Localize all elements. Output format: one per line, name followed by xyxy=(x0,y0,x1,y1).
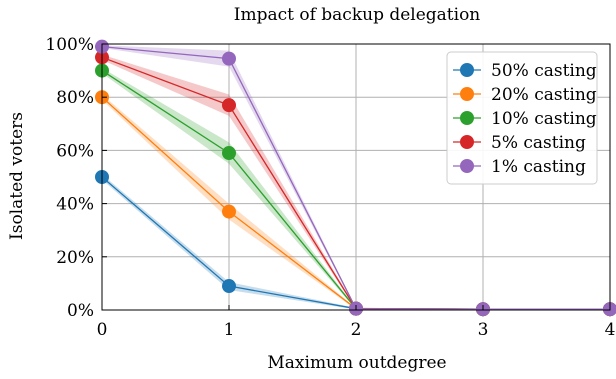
y-tick-label: 100% xyxy=(45,35,94,55)
legend-label: 50% casting xyxy=(491,61,597,81)
y-tick-label: 40% xyxy=(56,195,94,215)
x-tick-label: 0 xyxy=(97,320,108,340)
legend-label: 10% casting xyxy=(491,109,597,129)
y-axis-ticks: 0% 20% 40% 60% 80% 100% xyxy=(45,35,107,321)
data-point xyxy=(222,146,236,161)
legend-label: 5% casting xyxy=(491,133,586,153)
legend-marker xyxy=(460,135,474,149)
legend-marker xyxy=(460,111,474,125)
x-tick-label: 4 xyxy=(605,320,616,340)
x-tick-label: 1 xyxy=(224,320,235,340)
x-axis-label: Maximum outdegree xyxy=(267,353,446,373)
x-tick-label: 3 xyxy=(478,320,489,340)
legend-box xyxy=(446,51,598,185)
y-tick-label: 20% xyxy=(56,248,94,268)
data-point xyxy=(222,204,236,219)
x-tick-label: 2 xyxy=(351,320,362,340)
data-point xyxy=(222,98,236,113)
confidence-bands xyxy=(102,45,610,310)
x-axis-ticks: 0 1 2 3 4 xyxy=(97,305,616,340)
legend-marker xyxy=(460,159,474,173)
legend-marker xyxy=(460,87,474,101)
y-tick-label: 80% xyxy=(56,88,94,108)
data-point xyxy=(222,279,236,294)
legend-marker xyxy=(460,63,474,77)
legend-label: 20% casting xyxy=(491,85,597,105)
legend-label: 1% casting xyxy=(491,157,586,177)
y-tick-label: 0% xyxy=(67,301,94,321)
chart-title: Impact of backup delegation xyxy=(234,5,481,25)
y-tick-label: 60% xyxy=(56,141,94,161)
data-point xyxy=(222,51,236,66)
legend: 50% casting 20% casting 10% casting 5% cast… xyxy=(446,51,598,185)
series-band xyxy=(102,54,610,310)
y-axis-label: Isolated voters xyxy=(7,112,27,240)
